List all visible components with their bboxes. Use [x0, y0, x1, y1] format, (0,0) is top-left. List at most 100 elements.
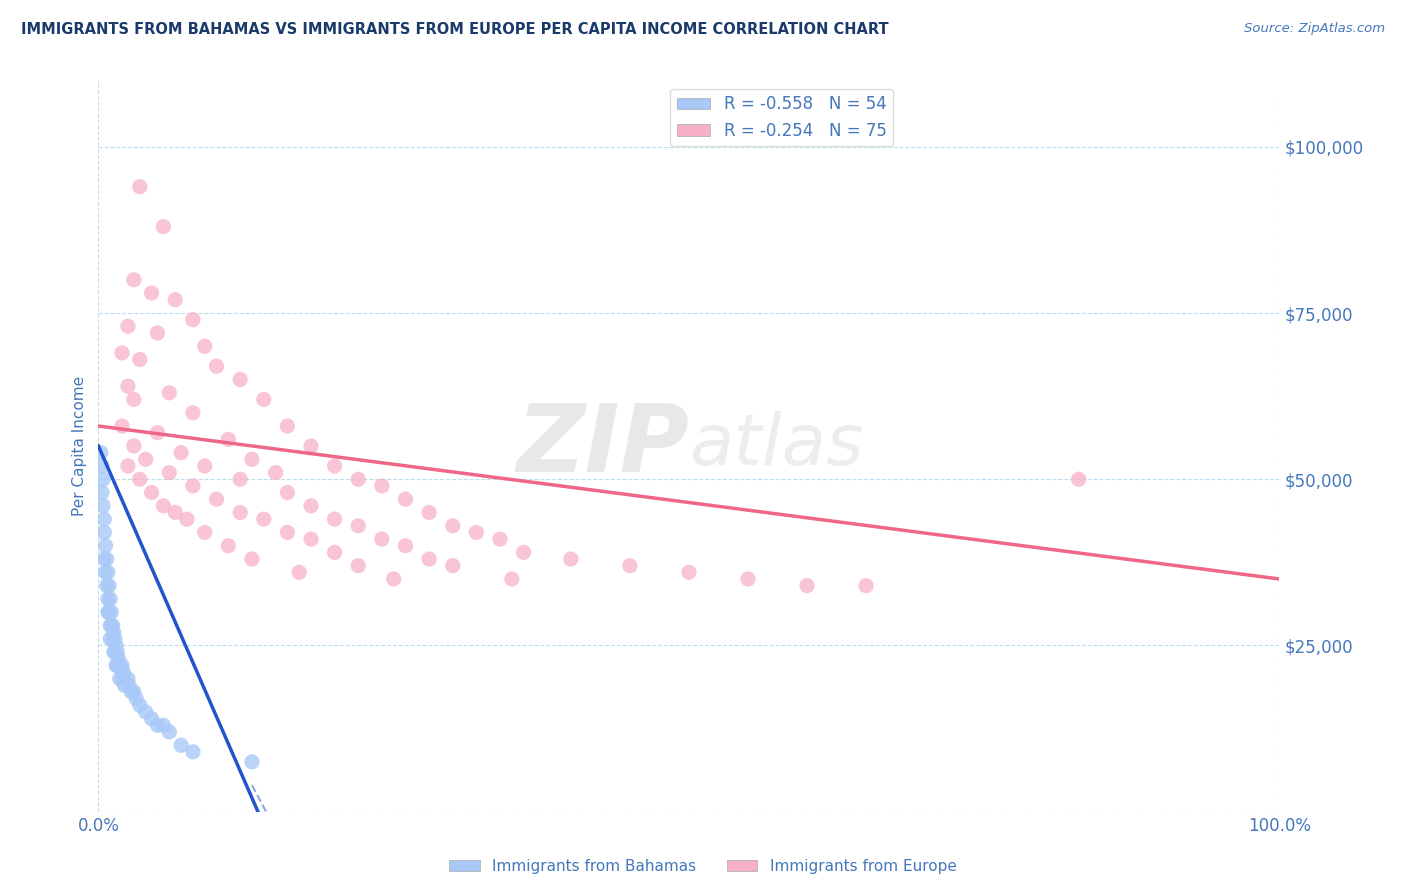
- Point: [101, 618, 124, 632]
- Point: [146, 425, 169, 440]
- Point: [441, 518, 464, 533]
- Text: IMMIGRANTS FROM BAHAMAS VS IMMIGRANTS FROM EUROPE PER CAPITA INCOME CORRELATION : IMMIGRANTS FROM BAHAMAS VS IMMIGRANTS FR…: [21, 22, 889, 37]
- Point: [111, 658, 134, 673]
- Point: [152, 219, 174, 234]
- Point: [117, 672, 139, 686]
- Point: [91, 458, 114, 473]
- Point: [205, 492, 228, 507]
- Legend: R = -0.558   N = 54, R = -0.254   N = 75: R = -0.558 N = 54, R = -0.254 N = 75: [671, 88, 893, 146]
- Point: [105, 639, 128, 653]
- Point: [94, 566, 117, 580]
- Point: [103, 645, 125, 659]
- Point: [105, 658, 128, 673]
- Point: [146, 718, 169, 732]
- Point: [157, 466, 180, 480]
- Point: [382, 572, 405, 586]
- Point: [240, 755, 263, 769]
- Point: [170, 738, 193, 752]
- Point: [112, 672, 135, 686]
- Text: ZIP: ZIP: [516, 400, 689, 492]
- Point: [276, 485, 298, 500]
- Point: [560, 552, 582, 566]
- Point: [217, 433, 239, 447]
- Point: [181, 406, 204, 420]
- Point: [117, 319, 139, 334]
- Point: [96, 552, 118, 566]
- Point: [125, 691, 148, 706]
- Point: [98, 618, 121, 632]
- Point: [194, 525, 217, 540]
- Point: [489, 532, 512, 546]
- Point: [619, 558, 641, 573]
- Point: [98, 605, 121, 619]
- Point: [323, 512, 346, 526]
- Point: [93, 552, 115, 566]
- Point: [107, 652, 129, 666]
- Point: [253, 512, 276, 526]
- Point: [465, 525, 488, 540]
- Point: [128, 472, 150, 486]
- Point: [135, 705, 157, 719]
- Point: [117, 458, 139, 473]
- Point: [176, 512, 198, 526]
- Point: [135, 452, 157, 467]
- Point: [157, 385, 180, 400]
- Point: [97, 566, 120, 580]
- Point: [229, 472, 252, 486]
- Point: [104, 645, 127, 659]
- Legend: Immigrants from Bahamas, Immigrants from Europe: Immigrants from Bahamas, Immigrants from…: [443, 853, 963, 880]
- Point: [194, 458, 217, 473]
- Point: [98, 579, 121, 593]
- Point: [501, 572, 523, 586]
- Point: [229, 372, 252, 386]
- Point: [347, 518, 370, 533]
- Point: [91, 472, 114, 486]
- Point: [299, 532, 322, 546]
- Point: [98, 591, 121, 606]
- Point: [93, 525, 115, 540]
- Point: [90, 445, 112, 459]
- Point: [264, 466, 287, 480]
- Point: [104, 632, 127, 646]
- Point: [181, 479, 204, 493]
- Point: [165, 293, 187, 307]
- Point: [347, 558, 370, 573]
- Point: [240, 452, 263, 467]
- Point: [1067, 472, 1090, 486]
- Point: [194, 339, 217, 353]
- Point: [276, 525, 298, 540]
- Point: [441, 558, 464, 573]
- Point: [371, 479, 394, 493]
- Point: [122, 439, 145, 453]
- Point: [146, 326, 169, 340]
- Point: [152, 718, 174, 732]
- Point: [152, 499, 174, 513]
- Point: [94, 539, 117, 553]
- Point: [122, 273, 145, 287]
- Point: [299, 439, 322, 453]
- Point: [678, 566, 700, 580]
- Text: atlas: atlas: [689, 411, 863, 481]
- Point: [100, 618, 122, 632]
- Point: [98, 632, 121, 646]
- Point: [96, 579, 118, 593]
- Point: [170, 445, 193, 459]
- Point: [108, 658, 131, 673]
- Point: [181, 745, 204, 759]
- Point: [111, 672, 134, 686]
- Point: [165, 506, 187, 520]
- Point: [128, 698, 150, 713]
- Point: [855, 579, 877, 593]
- Point: [128, 179, 150, 194]
- Point: [394, 539, 416, 553]
- Point: [141, 712, 163, 726]
- Point: [117, 379, 139, 393]
- Point: [101, 632, 124, 646]
- Point: [276, 419, 298, 434]
- Point: [122, 685, 145, 699]
- Point: [111, 419, 134, 434]
- Point: [737, 572, 759, 586]
- Point: [97, 605, 120, 619]
- Point: [371, 532, 394, 546]
- Point: [112, 678, 135, 692]
